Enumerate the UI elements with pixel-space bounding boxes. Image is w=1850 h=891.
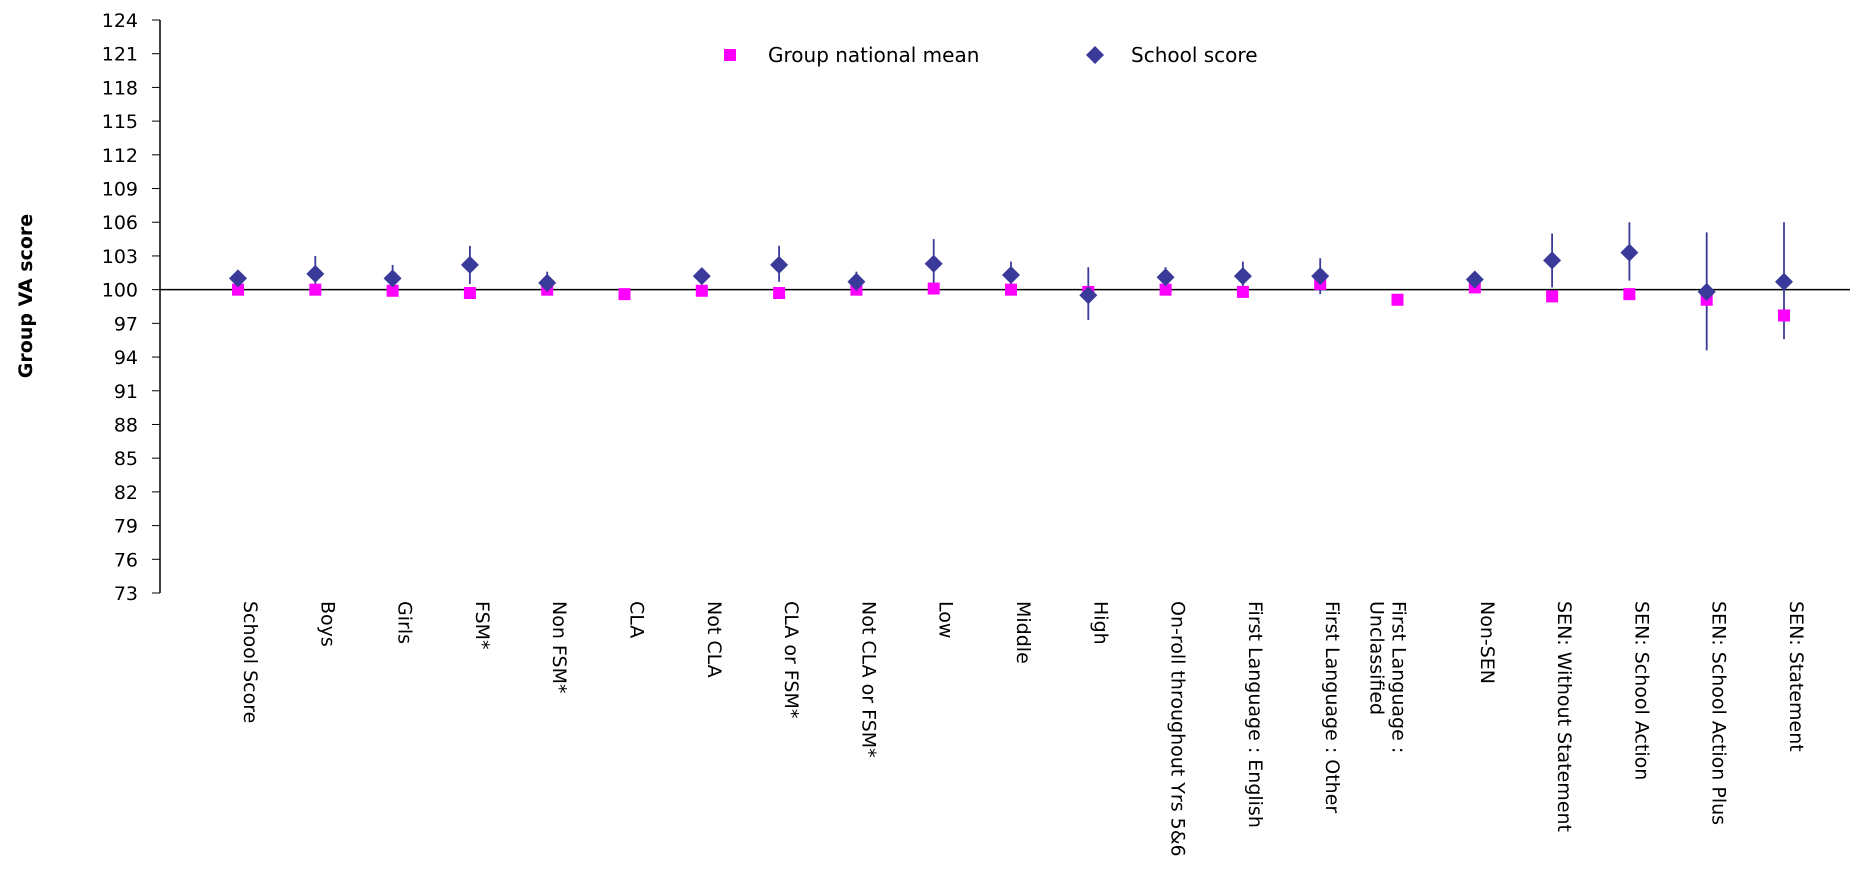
category-label: Middle (1012, 601, 1034, 664)
y-ticks: 124 121 118 115 112 109 106 103 100 97 94 91 88 85 82 7… (102, 10, 160, 605)
school-score-point (1079, 286, 1098, 305)
national-mean-point (618, 288, 631, 301)
y-tick-label: 112 (102, 145, 138, 167)
national-mean-point (1778, 309, 1790, 322)
category-label: Not CLA or FSM* (857, 601, 879, 758)
school-score-point (692, 267, 711, 286)
school-score-point (460, 255, 479, 274)
category-label: SEN: Without Statement (1553, 601, 1575, 832)
y-tick-label: 118 (102, 77, 138, 99)
legend-swatch-school-score (1086, 46, 1104, 64)
category-label: Non FSM* (548, 601, 570, 693)
y-tick-label: 100 (102, 280, 138, 302)
category-label: Not CLA (703, 601, 725, 678)
y-tick-label: 82 (114, 482, 138, 504)
y-tick-label: 97 (114, 313, 138, 335)
national-mean-point (773, 287, 786, 300)
national-mean-point (1005, 283, 1017, 296)
y-tick-label: 124 (102, 10, 138, 32)
y-axis-label: Group VA score (15, 214, 37, 378)
school-score-point (1233, 267, 1252, 286)
legend-label-national-mean: Group national mean (768, 43, 979, 67)
category-label: Boys (316, 601, 338, 647)
y-tick-label: 88 (114, 414, 138, 436)
school-score-point (1620, 243, 1639, 262)
school-score-point (1002, 266, 1020, 285)
school-score-point (1775, 272, 1793, 291)
y-tick-label: 115 (102, 111, 138, 133)
category-label: Girls (394, 601, 416, 644)
y-tick-label: 73 (114, 583, 138, 605)
y-tick-label: 76 (114, 549, 138, 571)
school-score-point (383, 269, 402, 288)
school-score-point (229, 269, 247, 288)
school-score-point (1543, 251, 1562, 270)
national-mean-point (386, 284, 399, 297)
national-mean-point (232, 283, 244, 296)
y-tick-label: 121 (102, 44, 138, 66)
school-score-point (847, 272, 866, 291)
national-mean-point (1623, 288, 1636, 301)
national-mean-point (1391, 293, 1404, 306)
national-mean-point (695, 284, 708, 297)
category-label: School Score (239, 601, 261, 723)
school-score-point (1465, 270, 1484, 289)
national-mean-point (1159, 283, 1172, 296)
school-score-point (1156, 268, 1175, 287)
school-score-point (538, 273, 557, 292)
category-labels: School Score Boys Girls FSM* Non FSM* CLA Not … (239, 601, 1807, 857)
axes (159, 20, 1850, 593)
error-bars (314, 222, 1785, 351)
y-tick-label: 91 (114, 381, 138, 403)
category-label: CLA (626, 601, 648, 638)
y-tick-label: 106 (102, 212, 138, 234)
school-score-point (306, 264, 325, 283)
legend-swatch-national-mean (724, 49, 736, 61)
category-label: On-roll throughout Yrs 5&6 (1167, 601, 1189, 857)
school-score-point (1697, 282, 1716, 301)
y-tick-label: 103 (102, 246, 138, 268)
category-label: FSM* (471, 601, 493, 650)
national-mean-point (309, 283, 322, 296)
y-tick-label: 94 (114, 347, 138, 369)
markers (229, 243, 1793, 322)
national-mean-point (927, 282, 940, 295)
category-label: First Language : Other (1321, 601, 1343, 813)
national-mean-point (463, 287, 476, 300)
y-tick-label: 85 (114, 448, 138, 470)
y-tick-label: 109 (102, 179, 138, 201)
y-tick-label: 79 (114, 516, 138, 538)
category-label: SEN: School Action (1630, 601, 1652, 780)
school-score-point (924, 254, 943, 273)
school-score-point (1311, 267, 1330, 286)
legend: Group national mean School score (724, 43, 1258, 67)
national-mean-point (1236, 285, 1249, 298)
category-label: SEN: Statement (1785, 601, 1807, 752)
category-label: High (1089, 601, 1111, 645)
category-label: CLA or FSM* (780, 601, 802, 718)
school-score-point (770, 255, 789, 274)
category-label: SEN: School Action Plus (1708, 601, 1730, 825)
category-label: Low (935, 601, 957, 638)
category-label: First Language :Unclassified (1366, 601, 1410, 753)
category-label: First Language : English (1244, 601, 1266, 828)
legend-label-school-score: School score (1131, 43, 1258, 67)
national-mean-point (1546, 290, 1559, 303)
category-label: Non-SEN (1476, 601, 1498, 684)
